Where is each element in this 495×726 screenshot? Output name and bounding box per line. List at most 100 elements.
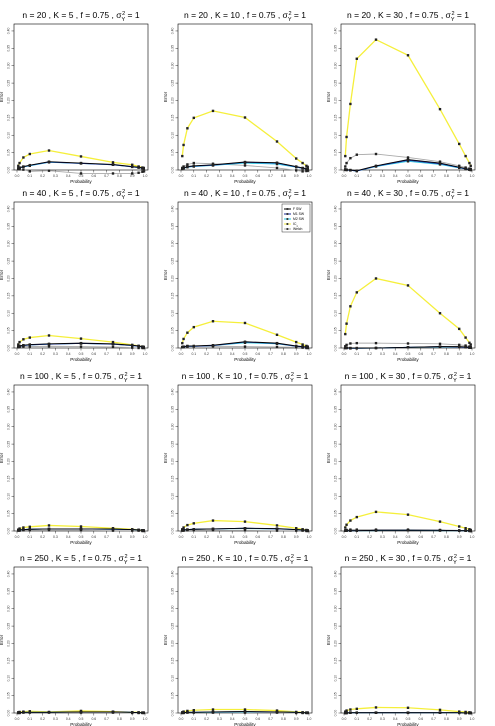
data-point xyxy=(301,345,304,348)
data-point xyxy=(192,116,195,120)
y-tick-label: 0.15 xyxy=(171,657,175,664)
y-tick-label: 0.30 xyxy=(171,62,175,69)
data-point xyxy=(374,152,378,156)
data-point xyxy=(406,513,410,516)
data-point xyxy=(275,161,279,164)
data-point xyxy=(28,345,31,348)
data-point xyxy=(295,528,298,531)
panel-title-main: n = 250 , K = 30 , f = 0.75 , σ xyxy=(345,553,454,563)
plot-frame xyxy=(177,384,313,532)
y-tick-label: 0.10 xyxy=(7,493,11,500)
y-tick-label: 0.10 xyxy=(334,132,338,139)
panel-title-main: n = 250 , K = 10 , f = 0.75 , σ xyxy=(182,553,291,563)
data-point xyxy=(28,163,31,167)
legend-marker xyxy=(286,228,289,230)
data-point xyxy=(137,166,140,169)
x-tick-label: 0.2 xyxy=(204,717,209,721)
data-point xyxy=(464,336,467,339)
panel-title-main: n = 250 , K = 5 , f = 0.75 , σ xyxy=(20,553,125,563)
data-point xyxy=(186,528,189,531)
data-point xyxy=(131,172,134,175)
data-point xyxy=(464,167,467,170)
data-point xyxy=(137,344,140,348)
y-tick-label: 0.40 xyxy=(7,206,11,213)
x-tick-label: 0.4 xyxy=(393,717,398,721)
data-point xyxy=(186,163,189,166)
data-point xyxy=(301,343,304,346)
data-point xyxy=(301,528,304,532)
data-point xyxy=(211,344,215,347)
x-tick-label: 0.6 xyxy=(255,174,260,178)
legend-marker xyxy=(286,208,289,210)
data-point xyxy=(306,346,309,349)
data-point xyxy=(243,340,247,343)
data-point xyxy=(355,169,358,172)
plot-frame xyxy=(340,566,476,714)
data-point xyxy=(22,344,25,347)
y-tick-label: 0.40 xyxy=(171,389,175,396)
x-tick-label: 0.0 xyxy=(15,352,20,356)
x-tick-label: 0.0 xyxy=(179,717,184,721)
data-point xyxy=(192,528,195,531)
panel: n = 100 , K = 5 , f = 0.75 , σY2 = 10.00… xyxy=(0,371,149,545)
data-point xyxy=(243,520,247,523)
data-point xyxy=(305,169,308,173)
panel-title-superscript: 2 xyxy=(288,189,291,195)
y-tick-label: 0.10 xyxy=(171,493,175,500)
x-tick-label: 0.9 xyxy=(457,535,462,539)
x-tick-label: 0.8 xyxy=(444,352,449,356)
data-point xyxy=(306,167,309,171)
y-tick-label: 0.15 xyxy=(171,114,175,121)
panel-title-rest: = 1 xyxy=(455,10,470,20)
data-point xyxy=(374,510,378,514)
legend-label-text: IC xyxy=(293,222,297,226)
panel-title: n = 20 , K = 10 , f = 0.75 , σY2 = 1 xyxy=(184,10,306,23)
x-tick-label: 0.9 xyxy=(457,717,462,721)
data-point xyxy=(141,170,144,173)
data-point xyxy=(111,527,115,531)
y-tick-label: 0.20 xyxy=(334,275,338,282)
data-point xyxy=(438,345,442,348)
y-tick-label: 0.10 xyxy=(334,493,338,500)
y-axis-label: Error xyxy=(163,452,168,463)
panel: n = 250 , K = 30 , f = 0.75 , σY2 = 1 0.0… xyxy=(326,553,476,726)
data-point xyxy=(438,312,442,315)
data-point xyxy=(344,345,347,348)
data-point xyxy=(344,710,347,713)
panel-title-main: n = 20 , K = 5 , f = 0.75 , σ xyxy=(22,10,122,20)
x-tick-label: 0.8 xyxy=(117,352,122,356)
panel-title-subscript: Y xyxy=(453,378,457,384)
panel-title-rest: = 1 xyxy=(294,371,309,381)
data-point xyxy=(17,167,20,170)
data-point xyxy=(275,333,279,336)
data-point xyxy=(137,711,140,714)
data-point xyxy=(137,346,140,350)
legend-marker xyxy=(286,223,289,225)
panel-title-superscript: 2 xyxy=(122,11,125,17)
y-tick-label: 0.30 xyxy=(7,423,11,430)
x-tick-label: 0.3 xyxy=(53,717,58,721)
y-axis-label: Error xyxy=(326,269,331,280)
data-point xyxy=(345,523,348,526)
data-point xyxy=(345,322,348,325)
data-point xyxy=(243,160,247,164)
y-tick-label: 0.25 xyxy=(171,623,175,630)
legend-label-subscript: 1 xyxy=(296,225,298,228)
data-point xyxy=(374,341,378,345)
data-point xyxy=(374,529,378,532)
y-tick-label: 0.40 xyxy=(334,571,338,578)
data-point xyxy=(458,164,461,168)
y-tick-label: 0.10 xyxy=(171,310,175,317)
panel-title-superscript: 2 xyxy=(291,372,294,378)
data-point xyxy=(142,170,145,173)
panel-title: n = 40 , K = 5 , f = 0.75 , σY2 = 1 xyxy=(22,188,139,201)
y-axis-label: Error xyxy=(326,634,331,645)
data-point xyxy=(469,711,472,715)
legend-label-text: Welch xyxy=(293,227,302,231)
x-tick-label: 0.5 xyxy=(243,535,248,539)
data-point xyxy=(345,168,348,171)
x-tick-label: 1.0 xyxy=(143,174,148,178)
x-tick-label: 0.6 xyxy=(91,535,96,539)
y-tick-label: 0.00 xyxy=(334,710,338,717)
data-point xyxy=(305,711,308,714)
